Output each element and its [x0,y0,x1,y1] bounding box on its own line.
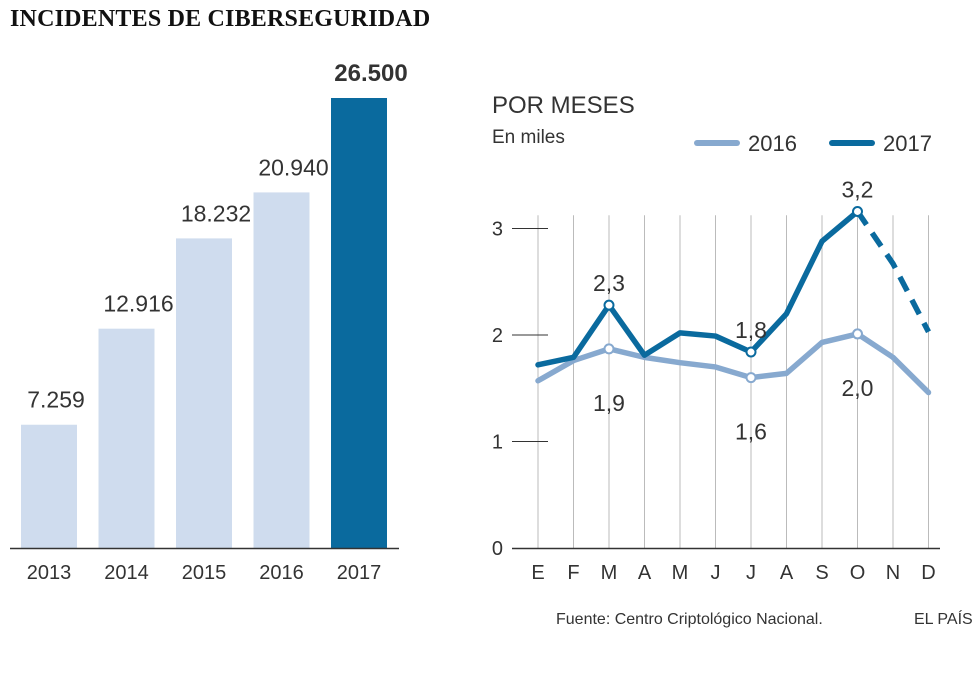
bar-2014 [98,328,155,548]
month-label: A [638,562,652,584]
series-marker-2016 [745,372,757,384]
series-annotation-2017: 1,8 [735,317,767,343]
series-annotation-2016: 1,9 [593,390,625,416]
bar-2016 [253,192,310,548]
bar-chart: 7.259 2013 12.916 2014 18.232 2015 20.940 2016 2… [10,60,408,584]
y-tick-label: 0 [492,538,503,560]
series-annotation-2017: 2,3 [593,270,625,296]
month-label: J [746,562,756,584]
series-annotation-2017: 3,2 [842,176,874,202]
series-marker-2017 [745,346,757,358]
line-chart-title: POR MESES [492,92,635,119]
month-label: M [601,562,618,584]
bar-category-label: 2013 [27,562,72,584]
series-line-2016 [535,331,932,396]
month-label: M [672,562,689,584]
series-marker-2017 [852,205,863,217]
bar-value-label: 12.916 [103,291,173,317]
month-label: D [921,562,935,584]
bar-category-label: 2016 [259,562,304,584]
legend-label-2016: 2016 [748,131,797,156]
series-marker-2016 [603,343,615,355]
bar-value-label: 7.259 [27,387,85,413]
series-annotation-2016: 1,6 [735,419,767,445]
bar-2015 [176,238,232,548]
line-chart-subtitle: En miles [492,127,565,148]
series-line-2017 [535,208,861,368]
page-title: INCIDENTES DE CIBERSEGURIDAD [10,6,431,32]
y-tick-label: 1 [492,432,503,454]
y-tick-label: 2 [492,325,503,347]
brand-label: EL PAÍS [914,611,973,628]
month-label: J [711,562,721,584]
series-marker-2017 [603,299,615,311]
bar-2017 [331,98,387,548]
month-label: S [815,562,828,584]
bar-value-label: 18.232 [181,200,251,226]
month-label: F [567,562,579,584]
bar-category-label: 2015 [182,562,227,584]
bar-value-label: 20.940 [258,154,328,180]
month-label: O [850,562,866,584]
series-line-dashed-2017 [855,209,931,334]
month-label: E [531,562,544,584]
series-marker-2016 [852,328,863,340]
bar-value-label: 26.500 [334,60,407,87]
legend-label-2017: 2017 [883,131,932,156]
series-annotation-2016: 2,0 [842,375,874,401]
source-note: Fuente: Centro Criptológico Nacional. [556,611,823,628]
month-label: N [886,562,900,584]
month-label: A [780,562,794,584]
y-tick-label: 3 [492,219,503,241]
bar-category-label: 2017 [337,562,382,584]
bar-2013 [21,424,77,548]
bar-category-label: 2014 [104,562,149,584]
